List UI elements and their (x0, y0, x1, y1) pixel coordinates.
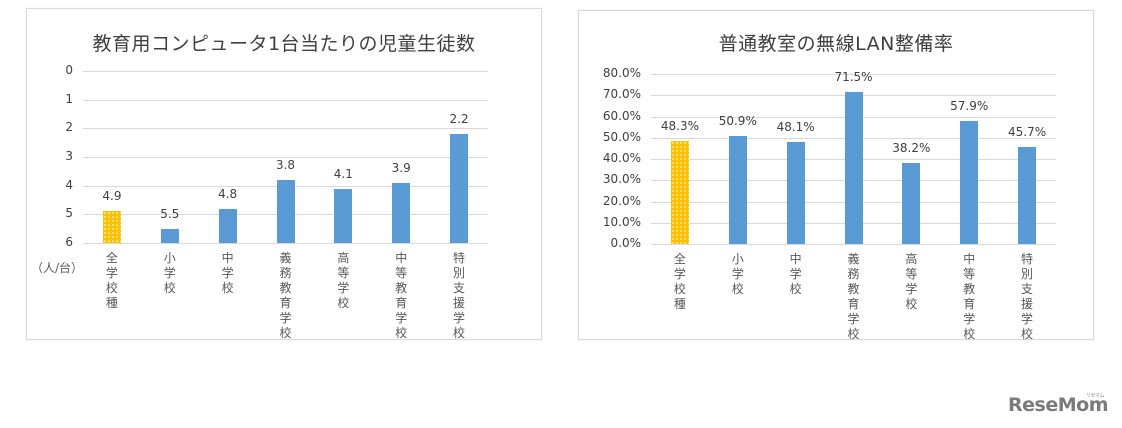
bar-1 (728, 135, 747, 244)
y-tick-label: 3 (65, 149, 73, 163)
x-axis-label: 中等教育学校 (963, 252, 976, 341)
data-label: 4.8 (218, 186, 238, 201)
y-tick-label: 10.0% (602, 214, 641, 229)
data-label: 57.9% (950, 98, 989, 113)
gridline (83, 157, 488, 158)
bar-2 (786, 141, 805, 244)
x-axis-label: 義務教育学校 (847, 252, 860, 341)
data-label: 4.1 (333, 166, 353, 181)
bar-3 (276, 179, 295, 243)
data-label: 38.2% (892, 140, 931, 155)
y-tick-label: 80.0% (602, 66, 641, 80)
chart-title: 普通教室の無線LAN整備率 (718, 33, 954, 55)
x-axis-label: 高等学校 (905, 252, 918, 311)
bar-0 (670, 141, 689, 244)
data-label: 48.1% (776, 119, 815, 134)
plot-area: 80.0% 70.0% 60.0% 50.0% 40.0% 30.0% 20.0% 10.0%… (603, 66, 1056, 341)
bar-6 (1018, 146, 1037, 244)
x-axis-label: 小学校 (731, 252, 744, 296)
logo-text: ReseMom (1008, 394, 1108, 416)
gridline (651, 244, 1056, 245)
chart-panel-computers: 教育用コンピュータ1台当たりの児童生徒数 0 1 2 3 4 5 6 4.9 全学校種 5.5 小学… (26, 8, 542, 340)
y-tick-label: 2 (65, 120, 73, 135)
bar-0 (102, 211, 121, 243)
gridline (83, 243, 488, 244)
y-tick-label: 30.0% (602, 172, 641, 187)
x-axis-label: 小学校 (163, 251, 176, 295)
bar-5 (960, 120, 979, 244)
data-label: 3.8 (275, 157, 296, 172)
x-axis-label: 中等教育学校 (395, 251, 408, 340)
data-label: 3.9 (391, 160, 411, 175)
y-tick-label: 6 (65, 235, 73, 249)
y-tick-label: 60.0% (602, 108, 641, 123)
resemom-logo: ReseMom リセマム (1008, 393, 1108, 416)
x-axis-label: 全学校種 (105, 251, 118, 310)
y-axis-unit-label: （人/台） (31, 261, 84, 275)
y-tick-label: 0.0% (610, 236, 642, 250)
y-tick-label: 5 (65, 206, 73, 221)
x-axis-label: 義務教育学校 (279, 251, 292, 340)
bar-1 (160, 228, 179, 243)
data-label: 50.9% (718, 113, 757, 128)
y-tick-label: 0 (65, 63, 73, 77)
y-tick-label: 50.0% (602, 129, 641, 144)
bar-2 (218, 208, 237, 243)
y-tick-label: 70.0% (602, 87, 641, 102)
bar-5 (392, 182, 411, 243)
y-tick-label: 4 (65, 177, 73, 192)
gridline (83, 99, 488, 101)
data-label: 71.5% (834, 70, 873, 85)
bar-4 (902, 162, 921, 244)
bar-6 (450, 134, 469, 243)
gridline (83, 128, 488, 130)
data-label: 5.5 (160, 206, 180, 221)
y-tick-label: 40.0% (602, 151, 641, 165)
chart-panel-wireless-lan: 普通教室の無線LAN整備率 80.0% 70.0% 60.0% 50.0% 40.0% 3… (578, 10, 1094, 341)
gridline (651, 74, 1056, 75)
x-axis-label: 中学校 (221, 251, 234, 295)
bar-4 (334, 188, 353, 243)
chart-title: 教育用コンピュータ1台当たりの児童生徒数 (92, 33, 476, 55)
gridline (83, 71, 488, 72)
x-axis-label: 特別支援学校 (453, 251, 466, 340)
logo-sup-text: リセマム (1085, 393, 1105, 399)
x-axis-label: 特別支援学校 (1021, 252, 1034, 341)
plot-area: 0 1 2 3 4 5 6 4.9 全学校種 5.5 小学校 4.8 中学校 3.8 義務教育学校 4.1 高等… (65, 63, 488, 340)
data-label: 2.2 (449, 112, 469, 127)
x-axis-label: 全学校種 (673, 252, 686, 311)
data-label: 45.7% (1008, 124, 1047, 139)
data-label: 4.9 (102, 189, 122, 204)
bar-3 (844, 92, 863, 244)
y-tick-label: 20.0% (602, 193, 641, 208)
y-tick-label: 1 (65, 91, 73, 106)
x-axis-label: 中学校 (789, 252, 802, 296)
x-axis-label: 高等学校 (337, 251, 350, 310)
data-label: 48.3% (660, 119, 699, 134)
